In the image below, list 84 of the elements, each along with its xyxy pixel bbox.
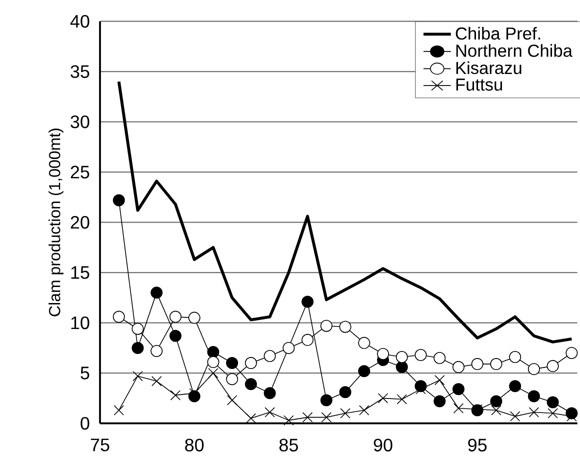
point xyxy=(434,395,446,408)
point xyxy=(244,378,257,390)
point xyxy=(188,312,200,324)
point xyxy=(132,322,144,335)
point xyxy=(471,358,484,370)
point xyxy=(396,394,407,404)
point xyxy=(169,330,182,342)
point xyxy=(302,296,314,308)
point xyxy=(151,376,162,386)
y-tick-label: 10 xyxy=(71,316,90,330)
point xyxy=(509,351,522,364)
point xyxy=(207,356,220,368)
y-tick-label: 30 xyxy=(70,115,90,128)
legend-label: Northern Chiba xyxy=(456,44,572,57)
point xyxy=(377,348,390,360)
point xyxy=(170,390,181,400)
x-tick-label: 90 xyxy=(374,438,392,452)
point xyxy=(434,352,446,364)
point xyxy=(528,407,540,418)
point xyxy=(546,396,559,408)
point xyxy=(264,407,275,418)
point xyxy=(320,320,332,332)
point xyxy=(452,383,464,396)
point xyxy=(509,380,522,392)
point xyxy=(150,286,163,299)
point xyxy=(378,393,388,404)
y-tick-label: 0 xyxy=(80,416,90,430)
point xyxy=(491,405,502,416)
point xyxy=(132,370,143,382)
point xyxy=(339,386,352,398)
point xyxy=(302,334,314,346)
x-tick-label: 80 xyxy=(185,438,204,452)
y-tick-label: 40 xyxy=(70,14,90,28)
point xyxy=(112,194,125,206)
point xyxy=(490,395,502,408)
y-axis-title: Clam production (1,000mt) xyxy=(48,128,64,316)
point xyxy=(114,405,124,416)
point xyxy=(321,412,332,422)
point xyxy=(244,357,257,370)
point xyxy=(528,363,540,376)
point xyxy=(434,375,445,386)
point xyxy=(284,415,294,426)
point xyxy=(150,344,163,357)
point xyxy=(282,342,295,354)
point xyxy=(226,357,238,370)
point xyxy=(396,361,408,374)
point xyxy=(302,412,313,422)
point xyxy=(396,351,408,364)
point xyxy=(226,395,238,406)
x-tick-label: 85 xyxy=(279,438,298,452)
point xyxy=(207,346,220,358)
y-tick-label: 20 xyxy=(70,216,90,229)
point xyxy=(208,368,218,378)
x-tick-label: 95 xyxy=(468,438,487,452)
point xyxy=(340,408,350,418)
y-tick-label: 25 xyxy=(70,166,90,178)
point xyxy=(264,350,276,362)
x-tick-label: 75 xyxy=(90,438,110,452)
point xyxy=(452,361,464,374)
point xyxy=(453,403,464,414)
point xyxy=(226,373,238,386)
point xyxy=(566,346,578,359)
point xyxy=(358,336,370,349)
point xyxy=(359,405,370,416)
y-tick-label: 5 xyxy=(80,366,90,380)
point xyxy=(320,394,332,406)
point xyxy=(169,310,182,323)
legend-label: Kisarazu xyxy=(456,61,522,74)
point xyxy=(414,348,427,361)
y-tick-label: 15 xyxy=(71,266,90,279)
point xyxy=(132,342,144,354)
legend-label: Futtsu xyxy=(456,78,502,91)
point xyxy=(546,360,559,372)
point xyxy=(246,413,256,424)
point xyxy=(528,390,540,402)
point xyxy=(264,387,276,400)
point xyxy=(339,320,352,333)
point xyxy=(112,310,125,323)
legend-label: Chiba Pref. xyxy=(456,26,540,40)
point xyxy=(358,365,370,378)
point xyxy=(548,408,558,418)
point xyxy=(490,358,502,370)
y-tick-label: 35 xyxy=(70,65,90,78)
point xyxy=(510,411,520,422)
